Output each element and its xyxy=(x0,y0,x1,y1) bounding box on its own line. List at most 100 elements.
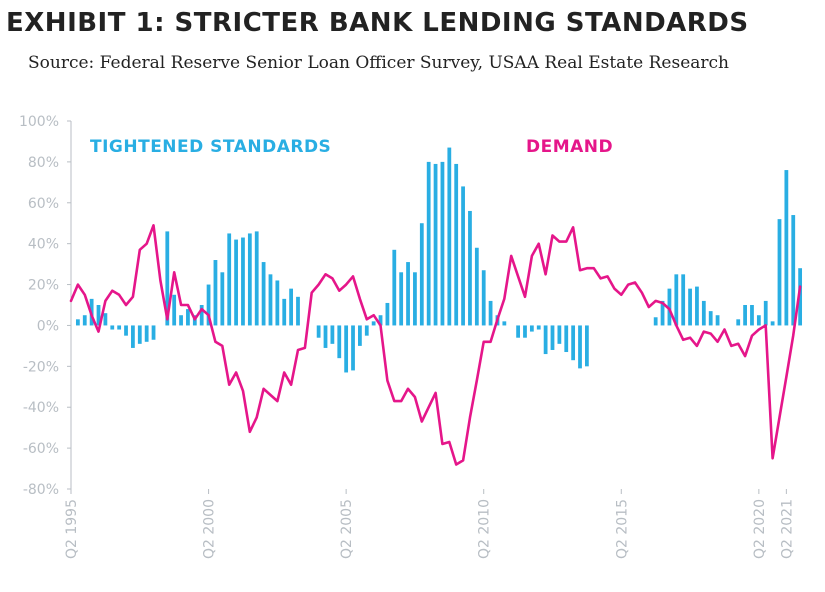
tightened-bar xyxy=(316,325,321,338)
tightened-bar xyxy=(454,163,459,326)
tightened-bar xyxy=(516,325,520,338)
tightened-bar xyxy=(798,268,803,326)
tightened-bar xyxy=(172,294,177,326)
y-tick-label: -60% xyxy=(23,441,59,457)
tightened-bar xyxy=(688,288,692,326)
tightened-bar xyxy=(124,325,128,336)
tightened-bar xyxy=(227,233,232,326)
tightened-bar xyxy=(96,305,101,326)
tightened-bar xyxy=(461,186,465,326)
x-tick-label: Q2 2021 xyxy=(779,499,795,559)
tightened-bar xyxy=(151,325,156,340)
tightened-bar xyxy=(750,305,754,326)
y-tick-label: -80% xyxy=(23,482,59,498)
tightened-bar xyxy=(536,325,541,330)
x-tick-label: Q2 1995 xyxy=(64,499,80,559)
tightened-bar xyxy=(247,233,252,326)
series-labels: TIGHTENED STANDARDS DEMAND xyxy=(90,137,613,157)
demand-line-group xyxy=(69,224,802,466)
tightened-bar xyxy=(261,262,266,326)
tightened-bar xyxy=(502,321,507,326)
tightened-bar xyxy=(186,309,190,326)
tightened-bar xyxy=(364,325,369,336)
tightened-bar xyxy=(468,210,472,326)
tightened-bar xyxy=(110,325,115,330)
tightened-bar xyxy=(131,325,135,348)
tightened-bar xyxy=(206,284,211,326)
tightened-bar xyxy=(413,272,417,326)
tightened-bar xyxy=(378,315,383,326)
tightened-bar xyxy=(289,288,294,326)
tightened-bar xyxy=(660,300,665,326)
chart-title: EXHIBIT 1: STRICTER BANK LENDING STANDAR… xyxy=(6,8,749,38)
tightened-bar xyxy=(241,237,245,326)
x-tick-label: Q2 2020 xyxy=(752,499,768,559)
tightened-bar xyxy=(440,161,445,326)
tightened-bar xyxy=(75,319,80,326)
tightened-bar xyxy=(667,288,672,326)
tightened-bar xyxy=(523,325,527,338)
tightened-bar xyxy=(474,247,479,326)
tightened-bar xyxy=(784,170,789,326)
tightened-bar xyxy=(791,215,796,326)
tightened-bar xyxy=(426,161,431,326)
tightened-bar xyxy=(296,296,300,326)
tightened-bar xyxy=(275,280,280,326)
tightened-bar xyxy=(433,163,438,326)
tightened-bar xyxy=(351,325,355,371)
tightened-bar xyxy=(715,315,720,326)
tightened-bar xyxy=(117,325,122,330)
tightened-bar xyxy=(447,147,452,326)
tightened-bar xyxy=(199,305,204,326)
tightened-bar xyxy=(529,325,534,332)
tightened-bar xyxy=(179,315,183,326)
tightened-bar xyxy=(584,325,589,367)
tightened-bar xyxy=(82,315,87,326)
demand-label: DEMAND xyxy=(526,137,613,157)
tightened-bar xyxy=(756,315,761,326)
tightened-bar xyxy=(220,272,225,326)
demand-line xyxy=(69,224,802,466)
y-tick-label: -40% xyxy=(23,400,59,416)
tightened-bar xyxy=(137,325,142,344)
y-tick-label: 0% xyxy=(37,318,59,334)
tightened-bar xyxy=(681,274,686,326)
y-tick-label: 100% xyxy=(19,114,59,130)
tightened-bar xyxy=(550,325,555,350)
tightened-bar xyxy=(371,321,376,326)
tightened-bar xyxy=(385,302,390,326)
tightened-standards-label: TIGHTENED STANDARDS xyxy=(90,137,331,157)
tightened-bar xyxy=(777,219,782,326)
tightened-bar xyxy=(543,325,548,355)
tightened-bar xyxy=(323,325,328,348)
tightened-bar xyxy=(564,325,569,353)
tightened-bar xyxy=(234,239,238,326)
y-tick-label: -20% xyxy=(23,359,59,375)
tightened-bar xyxy=(330,325,335,344)
tightened-bar xyxy=(770,321,775,326)
tightened-bar xyxy=(708,311,713,326)
x-tick-label: Q2 2015 xyxy=(614,499,630,559)
tightened-bar xyxy=(358,325,362,346)
tightened-bar xyxy=(282,298,287,326)
tightened-bar xyxy=(763,300,768,326)
tightened-bar xyxy=(165,231,170,326)
y-tick-label: 40% xyxy=(28,237,59,253)
tightened-bar xyxy=(674,274,679,326)
tightened-bar xyxy=(736,319,741,326)
tightened-bar xyxy=(695,286,699,326)
tightened-bar xyxy=(144,325,149,342)
tightened-bar xyxy=(213,260,218,326)
tightened-bar xyxy=(406,262,410,326)
tightened-bar xyxy=(571,325,576,361)
tightened-bar xyxy=(254,231,259,326)
y-tick-label: 20% xyxy=(28,278,59,294)
x-tick-label: Q2 2005 xyxy=(339,499,355,559)
tightened-bar xyxy=(103,313,108,326)
tightened-bar xyxy=(557,325,562,344)
tightened-bar xyxy=(743,305,747,326)
tightened-bar xyxy=(419,223,424,326)
tightened-bar xyxy=(344,325,349,373)
y-axis: -80% -60% -40% -20% 0% 20% 40% 60% 80% 100% xyxy=(19,114,72,498)
y-tick-label: 80% xyxy=(28,155,59,171)
